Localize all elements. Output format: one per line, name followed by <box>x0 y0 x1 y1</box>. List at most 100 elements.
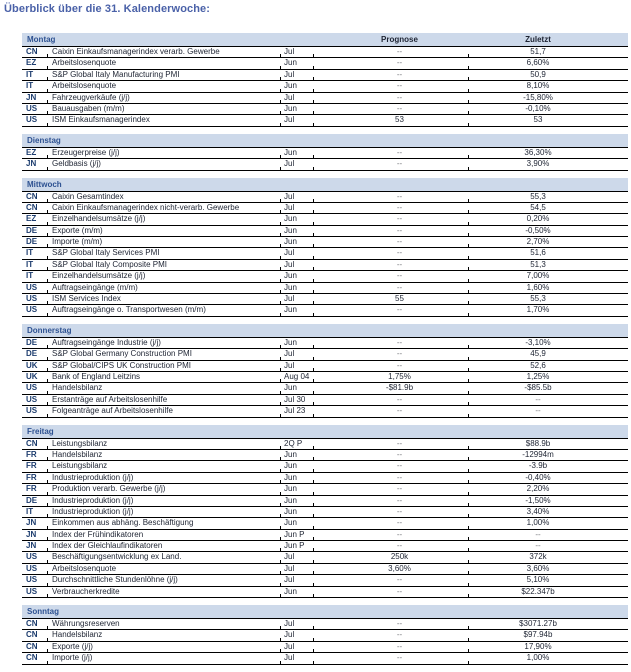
period-cell: Jul <box>284 47 295 56</box>
table-row: IT Industrieproduktion (j/j) Jun -- 3,40… <box>22 506 628 519</box>
indicator-name-cell: Auftragseingänge (m/m) <box>52 282 138 292</box>
prognose-value-cell: -- <box>396 406 403 416</box>
prognose-value-cell: -- <box>396 159 403 169</box>
prognose-value-cell: -- <box>396 103 403 113</box>
prognose-value-cell: -- <box>396 259 403 269</box>
country-code-cell: CN <box>26 191 38 201</box>
table-row: US Auftragseingänge (m/m) Jun -- 1,60% <box>22 282 628 295</box>
day-rows: CN Währungsreserven Jul -- $3071.27b CN … <box>22 618 628 665</box>
period-cell: Jul <box>284 202 295 212</box>
table-row: EZ Erzeugerpreise (j/j) Jun -- 36,30% <box>22 147 628 160</box>
day-label: Montag <box>27 35 56 44</box>
table-row: IT S&P Global Italy Manufacturing PMI Ju… <box>22 69 628 82</box>
country-code-cell: US <box>26 103 38 113</box>
period-cell: Jun P <box>284 541 305 551</box>
prognose-value-cell: -$81.9b <box>385 383 414 393</box>
zuletzt-value-cell: 3,60% <box>526 563 550 573</box>
indicator-name-cell: Arbeitslosenquote <box>52 58 117 68</box>
indicator-name-cell: Industrieproduktion (j/j) <box>52 472 134 482</box>
period-cell: Jun <box>284 337 297 347</box>
column-header-zuletzt: Zuletzt <box>525 35 551 44</box>
prognose-value-cell: -- <box>396 214 403 224</box>
zuletzt-value-cell: -- <box>535 394 541 404</box>
country-code-cell: US <box>26 406 38 416</box>
table-row: CN Caixin Einkaufsmanagerindex verarb. G… <box>22 47 628 59</box>
table-row: US Erstanträge auf Arbeitslosenhilfe Jul… <box>22 394 628 407</box>
period-cell: Jul <box>284 619 295 629</box>
prognose-value-cell: -- <box>396 461 403 471</box>
prognose-value-cell: -- <box>396 630 403 640</box>
indicator-name-cell: Fahrzeugverkäufe (j/j) <box>52 92 130 102</box>
table-row: US Handelsbilanz Jun -$81.9b -$85.5b <box>22 383 628 395</box>
country-code-cell: US <box>26 394 38 404</box>
table-row: DE Importe (m/m) Jun -- 2,70% <box>22 237 628 249</box>
period-cell: Jul <box>284 641 295 651</box>
country-code-cell: US <box>26 282 38 292</box>
prognose-value-cell: -- <box>396 81 403 91</box>
zuletzt-value-cell: 55,3 <box>530 191 546 201</box>
prognose-value-cell: -- <box>396 586 403 596</box>
period-cell: Jun <box>284 214 297 224</box>
indicator-name-cell: Importe (m/m) <box>52 237 103 247</box>
country-code-cell: US <box>26 563 38 573</box>
table-row: EZ Arbeitslosenquote Jun -- 6,60% <box>22 58 628 70</box>
country-code-cell: EZ <box>26 214 37 224</box>
prognose-value-cell: -- <box>396 191 403 201</box>
country-code-cell: UK <box>26 371 38 381</box>
table-row: IT S&P Global Italy Services PMI Jul -- … <box>22 248 628 260</box>
zuletzt-value-cell: 55,3 <box>530 294 546 304</box>
zuletzt-value-cell: 2,20% <box>526 484 550 494</box>
indicator-name-cell: Auftragseingänge o. Transportwesen (m/m) <box>52 305 206 315</box>
zuletzt-value-cell: -3,10% <box>525 337 551 347</box>
prognose-value-cell: -- <box>396 47 403 56</box>
day-header-band: Mittwoch <box>22 177 628 191</box>
indicator-name-cell: Leistungsbilanz <box>52 461 108 471</box>
prognose-value-cell: -- <box>396 305 403 315</box>
indicator-name-cell: Handelsbilanz <box>52 383 103 393</box>
zuletzt-value-cell: 1,60% <box>526 282 550 292</box>
indicator-name-cell: Einkommen aus abhäng. Beschäftigung <box>52 518 194 528</box>
prognose-value-cell: -- <box>396 237 403 247</box>
zuletzt-value-cell: 45,9 <box>530 349 546 359</box>
prognose-value-cell: -- <box>396 472 403 482</box>
prognose-value-cell: -- <box>396 484 403 494</box>
prognose-value-cell: -- <box>396 282 403 292</box>
country-code-cell: DE <box>26 225 38 235</box>
zuletzt-value-cell: 17,90% <box>524 641 552 651</box>
day-header-band: Dienstag <box>22 133 628 147</box>
country-code-cell: IT <box>26 248 34 258</box>
table-row: IT Einzelhandelsumsätze (j/j) Jun -- 7,0… <box>22 271 628 283</box>
zuletzt-value-cell: 52,6 <box>530 360 546 370</box>
table-row: DE Exporte (m/m) Jun -- -0,50% <box>22 225 628 238</box>
zuletzt-value-cell: 51,7 <box>530 47 546 56</box>
prognose-value-cell: -- <box>396 575 403 585</box>
zuletzt-value-cell: 1,00% <box>526 518 550 528</box>
table-row: US Auftragseingänge o. Transportwesen (m… <box>22 305 628 317</box>
indicator-name-cell: Industrieproduktion (j/j) <box>52 495 134 505</box>
period-cell: Jun <box>284 472 297 482</box>
table-row: IT S&P Global Italy Composite PMI Jul --… <box>22 259 628 272</box>
indicator-name-cell: Arbeitslosenquote <box>52 563 117 573</box>
zuletzt-value-cell: 1,25% <box>526 371 550 381</box>
day-header-band: Donnerstag <box>22 323 628 337</box>
indicator-name-cell: Auftragseingänge Industrie (j/j) <box>52 337 161 347</box>
table-row: CN Caixin Einkaufsmanagerindex nicht-ver… <box>22 202 628 215</box>
country-code-cell: FR <box>26 461 37 471</box>
prognose-value-cell: -- <box>396 248 403 258</box>
day-section: Montag Prognose Zuletzt CN Caixin Einkau… <box>22 33 628 127</box>
prognose-value-cell: 3,60% <box>388 563 411 573</box>
prognose-value-cell: 250k <box>390 552 409 562</box>
zuletzt-value-cell: -- <box>535 529 541 539</box>
table-row: US ISM Services Index Jul 55 55,3 <box>22 294 628 306</box>
indicator-name-cell: Index der Frühindikatoren <box>52 529 144 539</box>
prognose-value-cell: -- <box>396 619 403 629</box>
zuletzt-value-cell: 51,6 <box>530 248 546 258</box>
table-row: FR Leistungsbilanz Jun -- -3.9b <box>22 461 628 473</box>
table-row: US Bauausgaben (m/m) Jun -- -0,10% <box>22 103 628 116</box>
day-rows: CN Caixin Gesamtindex Jul -- 55,3 CN Cai… <box>22 190 628 317</box>
table-row: US Verbraucherkredite Jun -- $22.347b <box>22 586 628 599</box>
table-row: US ISM Einkaufsmanagerindex Jul 53 53 <box>22 115 628 127</box>
period-cell: Jul <box>284 159 295 169</box>
prognose-value-cell: -- <box>396 92 403 102</box>
country-code-cell: CN <box>26 619 38 629</box>
